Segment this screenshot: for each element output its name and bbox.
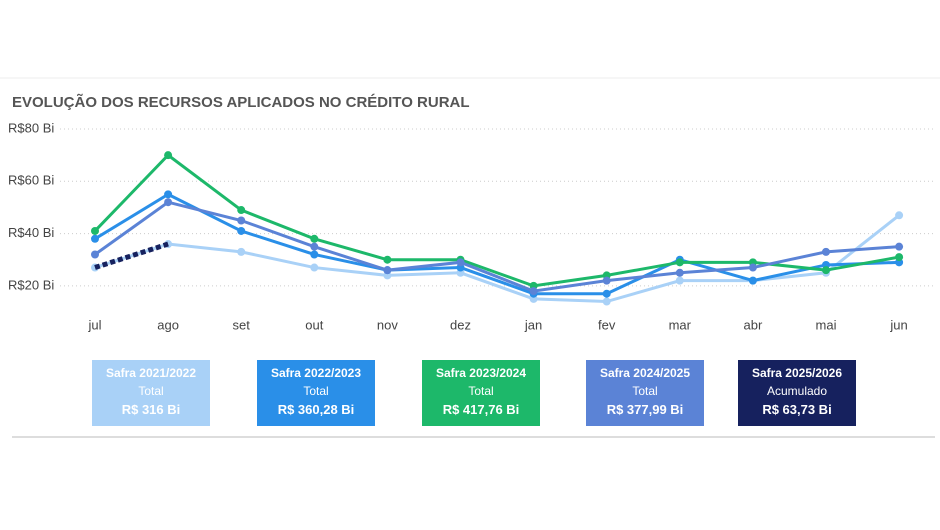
summary-card: Safra 2024/2025 Total R$ 377,99 Bi bbox=[586, 360, 704, 426]
point bbox=[456, 258, 465, 267]
point bbox=[895, 253, 904, 262]
card-subtitle: Acumulado bbox=[766, 384, 828, 398]
y-tick-label: R$40 Bi bbox=[8, 225, 54, 240]
point bbox=[91, 250, 99, 259]
series-line bbox=[94, 200, 900, 293]
point bbox=[675, 268, 684, 277]
card-title: Safra 2022/2023 bbox=[270, 366, 362, 380]
point bbox=[310, 234, 319, 243]
x-tick-label: mai bbox=[816, 317, 837, 332]
point bbox=[529, 287, 538, 296]
point bbox=[310, 263, 319, 272]
point bbox=[164, 198, 173, 207]
point bbox=[310, 250, 319, 259]
point bbox=[383, 255, 392, 264]
card-value: R$ 417,76 Bi bbox=[442, 402, 520, 417]
summary-card: Safra 2021/2022 Total R$ 316 Bi bbox=[92, 360, 210, 426]
x-tick-label: mar bbox=[669, 317, 692, 332]
card-subtitle: Total bbox=[632, 384, 658, 398]
point bbox=[237, 226, 246, 235]
card-subtitle: Total bbox=[303, 384, 329, 398]
point bbox=[675, 258, 684, 267]
point bbox=[237, 247, 246, 256]
point bbox=[895, 211, 904, 220]
x-tick-label: nov bbox=[377, 317, 398, 332]
point bbox=[237, 216, 246, 225]
x-tick-label: jul bbox=[87, 317, 101, 332]
x-tick-label: ago bbox=[157, 317, 179, 332]
x-tick-label: dez bbox=[450, 317, 471, 332]
series-line bbox=[94, 214, 901, 304]
card-title: Safra 2024/2025 bbox=[599, 366, 691, 380]
point bbox=[164, 151, 173, 160]
summary-card: Safra 2023/2024 Total R$ 417,76 Bi bbox=[422, 360, 540, 426]
y-tick-label: R$60 Bi bbox=[8, 173, 54, 188]
point bbox=[91, 234, 99, 243]
series-line bbox=[94, 192, 900, 296]
card-title: Safra 2021/2022 bbox=[105, 366, 197, 380]
point bbox=[822, 247, 830, 256]
point bbox=[310, 242, 319, 251]
card-title: Safra 2025/2026 bbox=[751, 366, 843, 380]
y-tick-label: R$20 Bi bbox=[8, 277, 54, 292]
summary-card: Safra 2022/2023 Total R$ 360,28 Bi bbox=[257, 360, 375, 426]
point bbox=[895, 242, 904, 251]
card-value: R$ 63,73 Bi bbox=[762, 402, 832, 417]
x-tick-label: out bbox=[305, 317, 323, 332]
card-value: R$ 316 Bi bbox=[121, 402, 181, 417]
point bbox=[91, 226, 99, 235]
chart-title: EVOLUÇÃO DOS RECURSOS APLICADOS NO CRÉDI… bbox=[12, 93, 470, 111]
series-line bbox=[93, 153, 900, 288]
point bbox=[164, 190, 173, 199]
x-tick-label: jan bbox=[524, 317, 542, 332]
series-line bbox=[94, 241, 169, 270]
summary-card: Safra 2025/2026 Acumulado R$ 63,73 Bi bbox=[738, 360, 856, 426]
card-subtitle: Total bbox=[468, 384, 494, 398]
point bbox=[748, 263, 757, 272]
card-subtitle: Total bbox=[138, 384, 164, 398]
card-value: R$ 360,28 Bi bbox=[277, 402, 355, 417]
point bbox=[383, 266, 392, 275]
x-tick-label: fev bbox=[598, 317, 616, 332]
y-tick-label: R$80 Bi bbox=[8, 120, 54, 135]
x-tick-label: abr bbox=[744, 317, 763, 332]
point bbox=[602, 289, 611, 298]
point bbox=[822, 266, 830, 275]
x-tick-label: set bbox=[233, 317, 251, 332]
card-title: Safra 2023/2024 bbox=[435, 366, 527, 380]
x-tick-label: jun bbox=[889, 317, 907, 332]
point bbox=[602, 297, 611, 306]
point bbox=[602, 276, 611, 285]
point bbox=[675, 276, 684, 285]
card-value: R$ 377,99 Bi bbox=[606, 402, 684, 417]
point bbox=[237, 206, 246, 215]
point bbox=[748, 276, 757, 285]
